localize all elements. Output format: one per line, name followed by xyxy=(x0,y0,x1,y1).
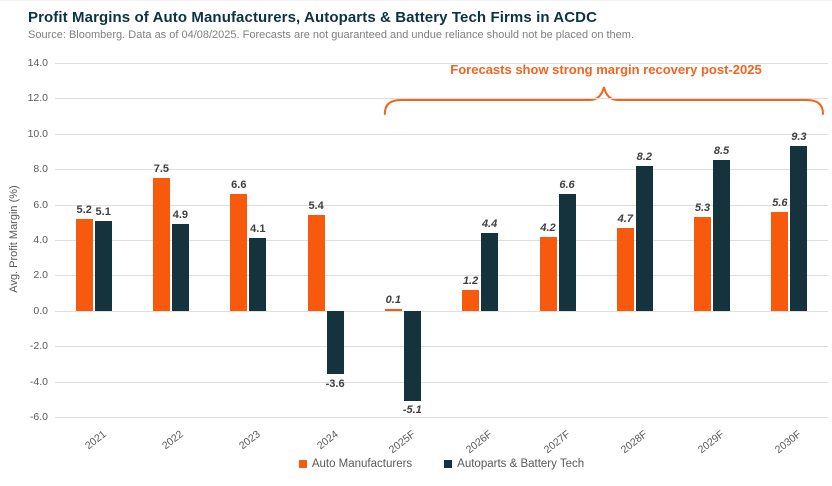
gridline xyxy=(55,63,828,64)
bar-value-label: 4.9 xyxy=(172,209,189,222)
gridline xyxy=(55,133,828,135)
bar-value-label: -3.6 xyxy=(325,377,345,390)
legend-label: Auto Manufacturers xyxy=(311,458,413,470)
gridline xyxy=(55,204,828,206)
bar-auto-manufacturers xyxy=(694,217,711,311)
gridline xyxy=(55,98,828,100)
bar-auto-manufacturers xyxy=(462,289,480,311)
bar-auto-manufacturers xyxy=(616,227,634,311)
y-axis-tick-label: 2.0 xyxy=(33,269,48,282)
chart-source-note: Source: Bloomberg. Data as of 04/08/2025… xyxy=(28,29,635,41)
bar-value-label: 1.2 xyxy=(462,274,479,287)
bar-auto-manufacturers xyxy=(75,218,93,311)
bar-auto-manufacturers xyxy=(771,211,789,311)
bar-auto-manufacturers xyxy=(230,194,248,311)
y-axis-tick-label: 14.0 xyxy=(27,57,48,69)
legend-swatch-icon xyxy=(298,460,307,468)
gridline xyxy=(55,381,828,383)
bar-value-label: 4.1 xyxy=(250,223,266,236)
gridline xyxy=(55,240,828,241)
y-axis-tick-label: 0.0 xyxy=(33,304,48,317)
forecast-annotation: Forecasts show strong margin recovery po… xyxy=(450,62,762,77)
bar-value-label: 5.6 xyxy=(772,196,788,209)
bar-value-label: 9.3 xyxy=(791,131,807,144)
forecast-bracket-path xyxy=(383,86,824,115)
y-axis-tick-label: -4.0 xyxy=(29,375,48,388)
bar-value-label: 7.5 xyxy=(153,163,170,175)
bar-value-label: -5.1 xyxy=(402,404,422,417)
bar-auto-manufacturers xyxy=(307,215,325,311)
bar-autoparts-battery-tech xyxy=(713,160,730,311)
gridline xyxy=(55,275,828,277)
bar-autoparts-battery-tech xyxy=(326,310,344,375)
y-axis-tick-label: -6.0 xyxy=(29,411,48,423)
legend-item: Autoparts & Battery Tech xyxy=(444,458,584,470)
legend-swatch-icon xyxy=(444,460,453,468)
bar-autoparts-battery-tech xyxy=(481,232,499,311)
bar-auto-manufacturers xyxy=(152,178,170,311)
bar-autoparts-battery-tech xyxy=(403,310,421,402)
bar-value-label: 5.4 xyxy=(308,200,324,213)
chart-title: Profit Margins of Auto Manufacturers, Au… xyxy=(28,9,598,26)
gridline xyxy=(55,310,828,312)
bar-autoparts-battery-tech xyxy=(171,224,189,311)
bar-value-label: 4.7 xyxy=(617,212,633,225)
bar-autoparts-battery-tech xyxy=(790,146,808,311)
bar-autoparts-battery-tech xyxy=(249,238,267,311)
y-axis-tick-label: 8.0 xyxy=(33,163,48,176)
bar-value-label: 8.5 xyxy=(713,145,730,158)
y-axis-tick-label: 4.0 xyxy=(33,234,48,246)
legend-item: Auto Manufacturers xyxy=(298,458,413,470)
bar-autoparts-battery-tech xyxy=(94,220,112,311)
bar-value-label: 5.3 xyxy=(694,202,711,214)
y-axis-tick-label: -2.0 xyxy=(29,340,48,353)
bar-value-label: 5.1 xyxy=(95,205,111,218)
bar-value-label: 6.6 xyxy=(231,179,247,191)
gridline xyxy=(55,417,828,418)
y-axis-tick-label: 10.0 xyxy=(27,127,48,140)
y-axis-tick-label: 6.0 xyxy=(33,198,48,211)
gridline xyxy=(55,169,828,171)
bar-auto-manufacturers xyxy=(384,309,402,311)
legend-label: Autoparts & Battery Tech xyxy=(457,458,585,470)
bar-value-label: 8.2 xyxy=(636,150,652,163)
gridline xyxy=(55,346,828,348)
y-axis-tick-label: 12.0 xyxy=(27,92,48,105)
bar-autoparts-battery-tech xyxy=(635,165,653,311)
bar-value-label: 0.1 xyxy=(385,294,401,306)
bar-value-label: 6.6 xyxy=(559,179,575,191)
bar-value-label: 4.2 xyxy=(540,221,556,234)
bar-value-label: 4.4 xyxy=(481,217,498,230)
bar-auto-manufacturers xyxy=(539,236,557,311)
bar-value-label: 5.2 xyxy=(76,203,92,216)
bar-autoparts-battery-tech xyxy=(558,194,576,311)
legend: Auto Manufacturers Autoparts & Battery Te… xyxy=(55,458,828,470)
